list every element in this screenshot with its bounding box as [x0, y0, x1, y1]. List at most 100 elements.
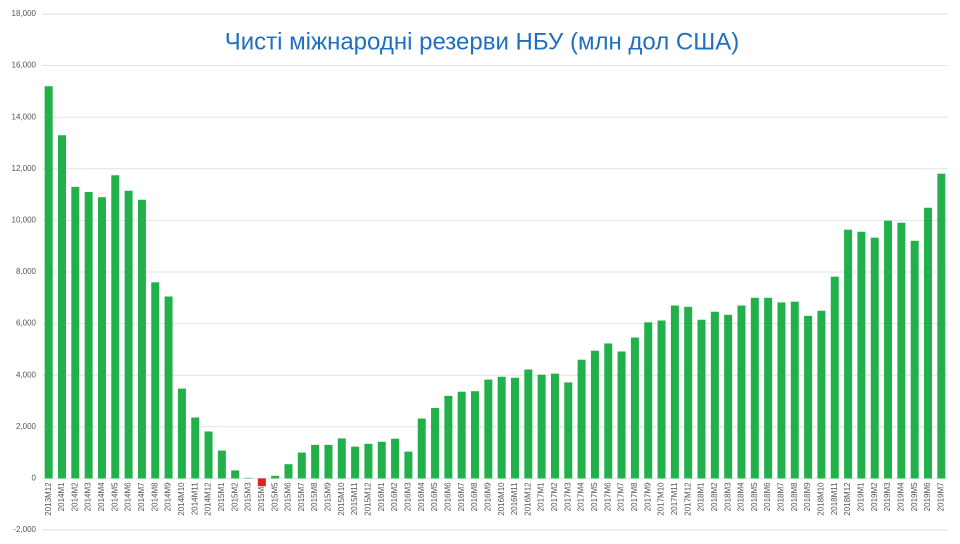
bar [404, 451, 413, 479]
x-tick-label: 2015M7 [297, 482, 306, 511]
x-tick-label: 2017M2 [550, 482, 559, 511]
bar [870, 237, 879, 479]
x-tick-label: 2015M9 [324, 482, 333, 511]
y-tick-label: 8,000 [16, 267, 37, 276]
bar [44, 86, 53, 479]
bar [164, 296, 173, 479]
bar [910, 240, 919, 479]
x-tick-label: 2014M9 [164, 482, 173, 511]
x-tick-label: 2019M1 [857, 482, 866, 511]
bar [71, 186, 80, 479]
bar [630, 337, 639, 479]
x-tick-label: 2017M3 [563, 482, 572, 511]
x-tick-label: 2017M5 [590, 482, 599, 511]
chart-title: Чисті міжнародні резерви НБУ (млн дол СШ… [225, 28, 739, 55]
bar [417, 418, 426, 479]
y-tick-label: 6,000 [16, 319, 37, 328]
bar [857, 231, 866, 479]
bar [644, 322, 653, 479]
x-tick-label: 2017M12 [683, 482, 692, 516]
bar [217, 450, 226, 479]
bar [924, 207, 933, 479]
bar [244, 477, 253, 479]
bar [777, 302, 786, 479]
x-tick-label: 2016M5 [430, 482, 439, 511]
x-tick-label: 2018M1 [697, 482, 706, 511]
bar [510, 377, 519, 479]
y-tick-label: 2,000 [16, 422, 37, 431]
bar [231, 470, 240, 479]
x-tick-label: 2019M4 [896, 482, 905, 511]
x-tick-label: 2014M11 [190, 482, 199, 515]
x-tick-label: 2017M1 [537, 482, 546, 511]
x-tick-label: 2016M6 [443, 482, 452, 511]
y-tick-label: 0 [32, 474, 37, 483]
y-tick-label: 14,000 [12, 112, 37, 121]
x-tick-label: 2014M8 [150, 482, 159, 511]
x-tick-label: 2016M4 [417, 482, 426, 511]
x-tick-label: 2017M7 [617, 482, 626, 511]
x-tick-label: 2018M6 [763, 482, 772, 511]
bar [124, 190, 133, 479]
x-tick-label: 2016M8 [470, 482, 479, 511]
x-tick-label: 2018M7 [777, 482, 786, 511]
bar [724, 314, 733, 479]
x-tick-label: 2016M3 [404, 482, 413, 511]
x-tick-label: 2018M10 [817, 482, 826, 516]
x-tick-label: 2018M11 [830, 482, 839, 515]
bar [537, 374, 546, 479]
bar [710, 311, 719, 479]
x-tick-label: 2017M11 [670, 482, 679, 515]
bar [284, 464, 293, 479]
x-tick-label: 2014M6 [124, 482, 133, 511]
y-tick-label: 16,000 [12, 61, 37, 70]
bar [764, 297, 773, 479]
x-tick-label: 2018M5 [750, 482, 759, 511]
x-tick-label: 2013M12 [44, 482, 53, 516]
x-tick-label: 2016M2 [390, 482, 399, 511]
bar [657, 320, 666, 479]
x-tick-label: 2016M12 [523, 482, 532, 516]
bar [497, 376, 506, 479]
x-tick-label: 2018M12 [843, 482, 852, 516]
bar [670, 305, 679, 479]
x-tick-label: 2014M7 [137, 482, 146, 511]
x-tick-label: 2018M3 [723, 482, 732, 511]
x-tick-label: 2014M1 [57, 482, 66, 511]
x-tick-label: 2015M12 [364, 482, 373, 516]
x-tick-label: 2015M4 [257, 482, 266, 511]
bar [617, 351, 626, 479]
bar [804, 315, 813, 479]
x-tick-label: 2015M5 [270, 482, 279, 511]
bar [471, 391, 480, 479]
bar [790, 301, 799, 479]
x-tick-label: 2016M1 [377, 482, 386, 511]
bar [550, 373, 559, 479]
x-tick-label: 2016M11 [510, 482, 519, 515]
bar [457, 391, 466, 479]
x-tick-label: 2016M9 [483, 482, 492, 511]
y-tick-label: -2,000 [13, 525, 36, 534]
x-tick-label: 2019M5 [910, 482, 919, 511]
x-tick-label: 2016M7 [457, 482, 466, 511]
x-tick-label: 2017M6 [603, 482, 612, 511]
x-tick-label: 2016M10 [497, 482, 506, 516]
bar [364, 443, 373, 479]
x-tick-label: 2014M10 [177, 482, 186, 516]
x-tick-label: 2018M4 [737, 482, 746, 511]
bar [177, 388, 186, 479]
x-tick-label: 2015M11 [350, 482, 359, 515]
bar [577, 359, 586, 479]
bar [524, 369, 533, 479]
bar [377, 441, 386, 479]
x-tick-label: 2014M2 [70, 482, 79, 511]
x-tick-label: 2019M3 [883, 482, 892, 511]
bar [151, 282, 160, 479]
bar [204, 431, 213, 479]
x-tick-label: 2018M8 [790, 482, 799, 511]
x-tick-label: 2019M2 [870, 482, 879, 511]
bar [391, 438, 400, 479]
bar [191, 417, 200, 479]
x-tick-label: 2017M10 [657, 482, 666, 516]
